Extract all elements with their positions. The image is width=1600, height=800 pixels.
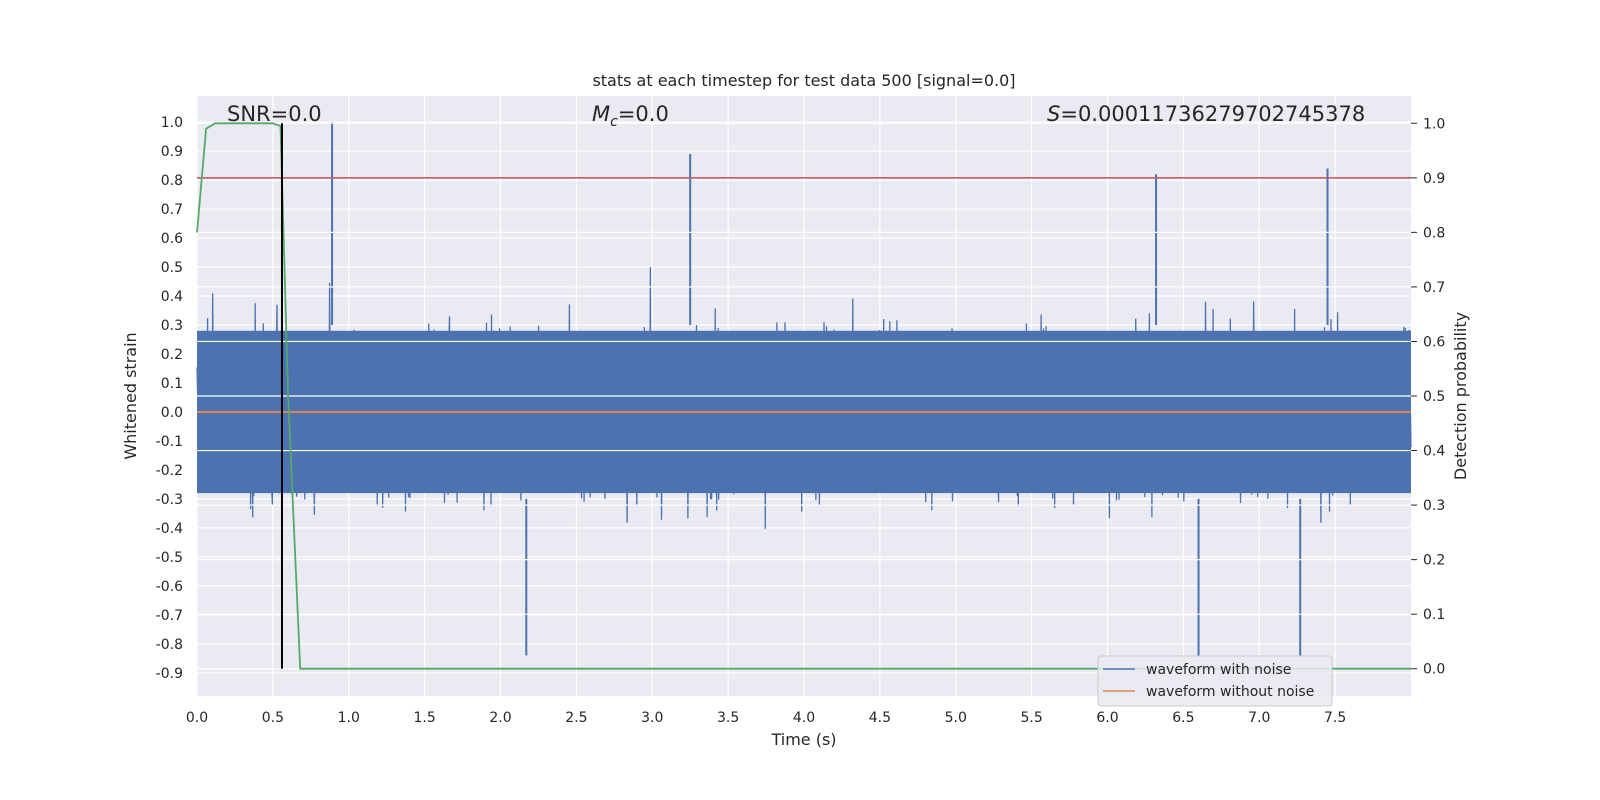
y2-tick-label: 0.9 — [1423, 171, 1445, 187]
x-tick-label: 4.5 — [869, 710, 891, 726]
y2-tick-label: 0.2 — [1423, 553, 1445, 569]
y-tick-label: 0.0 — [161, 405, 183, 421]
x-tick-label: 6.5 — [1172, 710, 1194, 726]
y-tick-label: -0.2 — [156, 463, 183, 479]
x-tick-label: 5.0 — [945, 710, 967, 726]
s-value: =0.00011736279702745378 — [1060, 102, 1365, 126]
y-tick-label: -0.6 — [156, 579, 183, 595]
y-tick-label: -0.7 — [156, 608, 183, 624]
s-symbol: S — [1047, 102, 1060, 126]
x-axis-label: Time (s) — [770, 730, 836, 749]
y-tick-label: 0.5 — [161, 260, 183, 276]
x-tick-label: 2.0 — [489, 710, 511, 726]
chirp-mass-subscript: c — [610, 114, 618, 130]
chirp-mass-annotation: Mc=0.0 — [592, 102, 669, 130]
y-tick-label: 0.3 — [161, 318, 183, 334]
y-tick-label: 0.9 — [161, 144, 183, 160]
y-axis-label: Whitened strain — [121, 332, 140, 459]
x-tick-label: 1.5 — [413, 710, 435, 726]
y2-tick-label: 0.4 — [1423, 444, 1445, 460]
y2-axis-label: Detection probability — [1451, 312, 1470, 480]
y2-tick-label: 1.0 — [1423, 116, 1445, 132]
y-tick-label: 0.6 — [161, 231, 183, 247]
y-tick-label: 1.0 — [161, 115, 183, 131]
legend: waveform with noise waveform without noi… — [1097, 655, 1333, 707]
y2-tick-label: 0.7 — [1423, 280, 1445, 296]
chirp-mass-value: =0.0 — [618, 102, 669, 126]
x-tick-label: 7.5 — [1324, 710, 1346, 726]
tick-labels: 0.0 0.5 1.0 1.5 2.0 2.5 3.0 3.5 4.0 4.5 5.0 5.5 6.0 6… — [156, 115, 1446, 726]
legend-label-clean: waveform without noise — [1146, 684, 1314, 700]
overlay-lines — [196, 122, 1411, 670]
y-tick-label: 0.2 — [161, 347, 183, 363]
y-tick-label: -0.8 — [156, 637, 183, 653]
x-tick-label: 3.5 — [717, 710, 739, 726]
y-tick-label: -0.9 — [156, 666, 183, 682]
x-tick-label: 2.5 — [565, 710, 587, 726]
y2-tick-label: 0.5 — [1423, 389, 1445, 405]
y-tick-label: -0.3 — [156, 492, 183, 508]
chart-title: stats at each timestep for test data 500… — [592, 71, 1015, 90]
x-tick-label: 0.5 — [262, 710, 284, 726]
y-tick-label: -0.1 — [156, 434, 183, 450]
legend-label-noise: waveform with noise — [1146, 662, 1291, 678]
y2-tick-label: 0.8 — [1423, 225, 1445, 241]
y2-tick-label: 0.1 — [1423, 607, 1445, 623]
x-tick-label: 3.0 — [641, 710, 663, 726]
detection-probability-line — [196, 122, 1411, 670]
x-tick-label: 0.0 — [186, 710, 208, 726]
snr-annotation: SNR=0.0 — [227, 102, 322, 126]
x-tick-label: 5.5 — [1020, 710, 1042, 726]
y-tick-label: 0.1 — [161, 376, 183, 392]
y-tick-label: 0.4 — [161, 289, 183, 305]
y2-tick-label: 0.3 — [1423, 498, 1445, 514]
y2-tick-label: 0.0 — [1423, 662, 1445, 678]
x-tick-label: 4.0 — [793, 710, 815, 726]
y-tick-label: 0.7 — [161, 202, 183, 218]
y-tick-label: 0.8 — [161, 173, 183, 189]
x-tick-label: 1.0 — [338, 710, 360, 726]
y-tick-label: -0.4 — [156, 521, 183, 537]
y-tick-label: -0.5 — [156, 550, 183, 566]
chirp-mass-symbol: M — [592, 102, 610, 126]
legend-box — [1097, 655, 1333, 707]
x-tick-label: 6.0 — [1096, 710, 1118, 726]
s-annotation: S=0.00011736279702745378 — [1047, 102, 1365, 126]
y2-tick-label: 0.6 — [1423, 334, 1445, 350]
x-tick-label: 7.0 — [1248, 710, 1270, 726]
